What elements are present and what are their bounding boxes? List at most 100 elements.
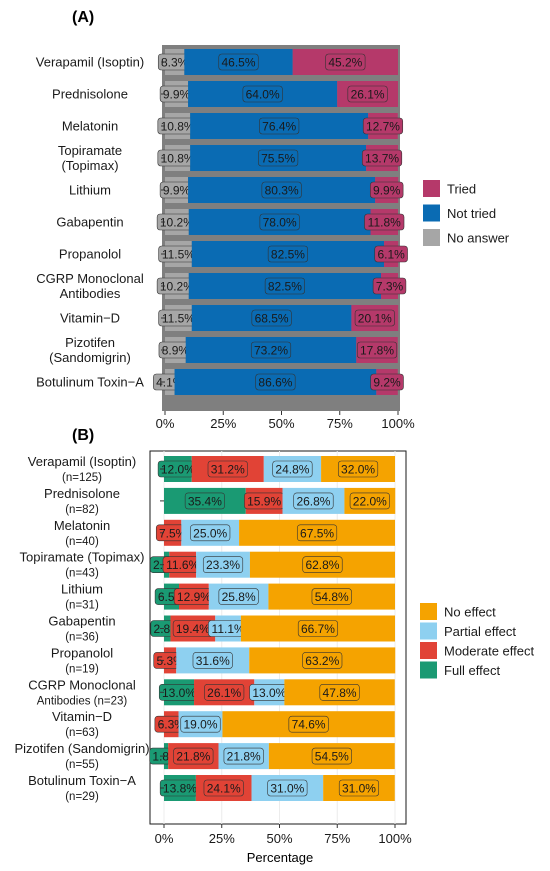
- data-label-box-partial-effect: [218, 588, 259, 605]
- category-label: Melatonin: [54, 518, 110, 533]
- legend-swatch-not-tried: [423, 204, 440, 222]
- category-label: CGRP Monoclonal: [36, 271, 144, 286]
- category-label: Pizotifen (Sandomigrin): [14, 741, 149, 756]
- data-label-box-not-tried: [251, 309, 292, 327]
- data-label-box-no-effect: [297, 620, 339, 637]
- data-label-box-tried: [372, 277, 407, 295]
- data-label-box-no-effect: [319, 683, 360, 701]
- data-label-moderate-effect: 19.4%: [176, 622, 210, 636]
- category-label: Antibodies (n=23): [37, 695, 128, 707]
- category-label: Botulinum Toxin−A: [36, 375, 144, 390]
- data-label-box-no-effect: [337, 460, 379, 478]
- data-label-no-answer: 9.9%: [163, 88, 191, 102]
- data-label-box-tried: [354, 309, 395, 327]
- data-label-full-effect: 12.0%: [161, 463, 195, 477]
- data-label-no-effect: 63.2%: [305, 654, 339, 668]
- data-label-partial-effect: 26.8%: [296, 494, 330, 508]
- legend-swatch-partial-effect: [420, 622, 437, 640]
- data-label-box-partial-effect: [293, 492, 334, 510]
- category-label: Botulinum Toxin−A: [28, 773, 136, 788]
- legend-swatch-full-effect: [420, 661, 437, 679]
- data-label-box-not-tried: [250, 341, 292, 359]
- category-label: (n=29): [65, 791, 99, 803]
- category-label: (n=31): [65, 600, 99, 612]
- data-label-tried: 26.1%: [351, 88, 385, 102]
- category-label: Propanolol: [59, 247, 121, 262]
- data-label-box-partial-effect: [202, 556, 244, 574]
- data-label-box-not-tried: [259, 213, 300, 231]
- data-label-box-not-tried: [242, 85, 283, 103]
- data-label-tried: 12.7%: [366, 120, 400, 134]
- category-label: (n=55): [65, 759, 99, 771]
- data-label-box-moderate-effect: [207, 460, 248, 478]
- category-label: (n=43): [65, 568, 99, 580]
- panel-b-legend: No effect Partial effect Moderate effect Fu…: [420, 603, 534, 679]
- data-label-tried: 13.7%: [365, 152, 399, 166]
- x-tick-label: 25%: [209, 831, 235, 846]
- data-label-moderate-effect: 26.1%: [207, 686, 241, 700]
- x-tick-label: 75%: [324, 831, 350, 846]
- data-label-not-tried: 64.0%: [246, 88, 280, 102]
- data-label-not-tried: 75.5%: [261, 152, 295, 166]
- data-label-moderate-effect: 12.9%: [177, 590, 211, 604]
- data-label-partial-effect: 21.8%: [227, 750, 261, 764]
- data-label-no-effect: 22.0%: [353, 494, 387, 508]
- category-label: (Topimax): [61, 158, 118, 173]
- data-label-partial-effect: 31.0%: [270, 782, 304, 796]
- category-label: Melatonin: [62, 119, 118, 134]
- data-label-moderate-effect: 6.3%: [158, 718, 186, 732]
- panel-a-bars: 8.3% 46.5% 45.2% 9.9% 64.0% 26.1% 10.8% 76.4% 12…: [153, 49, 408, 395]
- data-label-no-effect: 31.0%: [342, 782, 376, 796]
- data-label-box-not-tried: [218, 53, 259, 71]
- data-label-box-full-effect: [184, 492, 225, 510]
- panel-b-x-axis: 0% 25% 50% 75% 100%: [155, 824, 412, 846]
- category-label: Lithium: [69, 183, 111, 198]
- data-label-box-moderate-effect: [204, 683, 245, 701]
- category-label: Verapamil (Isoptin): [28, 454, 136, 469]
- data-label-not-tried: 46.5%: [221, 56, 255, 70]
- category-label: Topiramate (Topimax): [20, 550, 145, 565]
- data-label-no-answer: 11.5%: [162, 312, 195, 326]
- data-label-tried: 6.1%: [377, 248, 405, 262]
- data-label-box-partial-effect: [272, 460, 313, 478]
- data-label-box-no-effect: [311, 588, 352, 605]
- legend-label-tried: Tried: [447, 182, 476, 197]
- data-label-box-moderate-effect: [173, 747, 214, 765]
- data-label-not-tried: 82.5%: [271, 248, 305, 262]
- data-label-partial-effect: 13.0%: [252, 686, 286, 700]
- data-label-not-tried: 76.4%: [262, 120, 296, 134]
- data-label-tried: 17.8%: [360, 344, 394, 358]
- legend-label-moderate-effect: Moderate effect: [444, 644, 534, 659]
- category-label: Lithium: [61, 582, 103, 597]
- data-label-partial-effect: 11.1%: [212, 622, 245, 636]
- data-label-box-tried: [369, 181, 404, 199]
- category-label: Vitamin−D: [60, 311, 120, 326]
- data-label-partial-effect: 19.0%: [183, 718, 217, 732]
- x-tick-label: 0%: [156, 416, 175, 431]
- category-label: (n=40): [65, 536, 99, 548]
- category-label: Gabapentin: [48, 614, 115, 629]
- data-label-full-effect: 13.0%: [162, 686, 196, 700]
- legend-label-partial-effect: Partial effect: [444, 624, 516, 639]
- category-label: Verapamil (Isoptin): [36, 55, 144, 70]
- data-label-box-tried: [347, 85, 388, 103]
- legend-label-not-tried: Not tried: [447, 206, 496, 221]
- legend-swatch-moderate-effect: [420, 642, 437, 659]
- panel-b-x-axis-title: Percentage: [247, 850, 314, 865]
- data-label-no-answer: 8.3%: [161, 56, 189, 70]
- category-label: Vitamin−D: [52, 709, 112, 724]
- data-label-box-partial-effect: [180, 715, 221, 733]
- category-label: Topiramate: [58, 143, 122, 158]
- category-label: (n=125): [62, 472, 102, 484]
- data-label-no-effect: 54.8%: [315, 590, 349, 604]
- legend-label-no-effect: No effect: [444, 605, 496, 620]
- data-label-partial-effect: 25.0%: [193, 526, 227, 540]
- panel-a: (A) 8.3% 46.5% 45.2% 9.9% 64.0% 26.1% 10.8% 76.…: [36, 9, 510, 431]
- data-label-no-effect: 54.5%: [315, 750, 349, 764]
- data-label-not-tried: 86.6%: [258, 376, 292, 390]
- legend-swatch-no-effect: [420, 603, 437, 620]
- category-label: (n=63): [65, 727, 99, 739]
- data-label-box-not-tried: [258, 149, 299, 167]
- data-label-moderate-effect: 7.5%: [159, 526, 187, 540]
- panel-a-label: (A): [72, 9, 94, 26]
